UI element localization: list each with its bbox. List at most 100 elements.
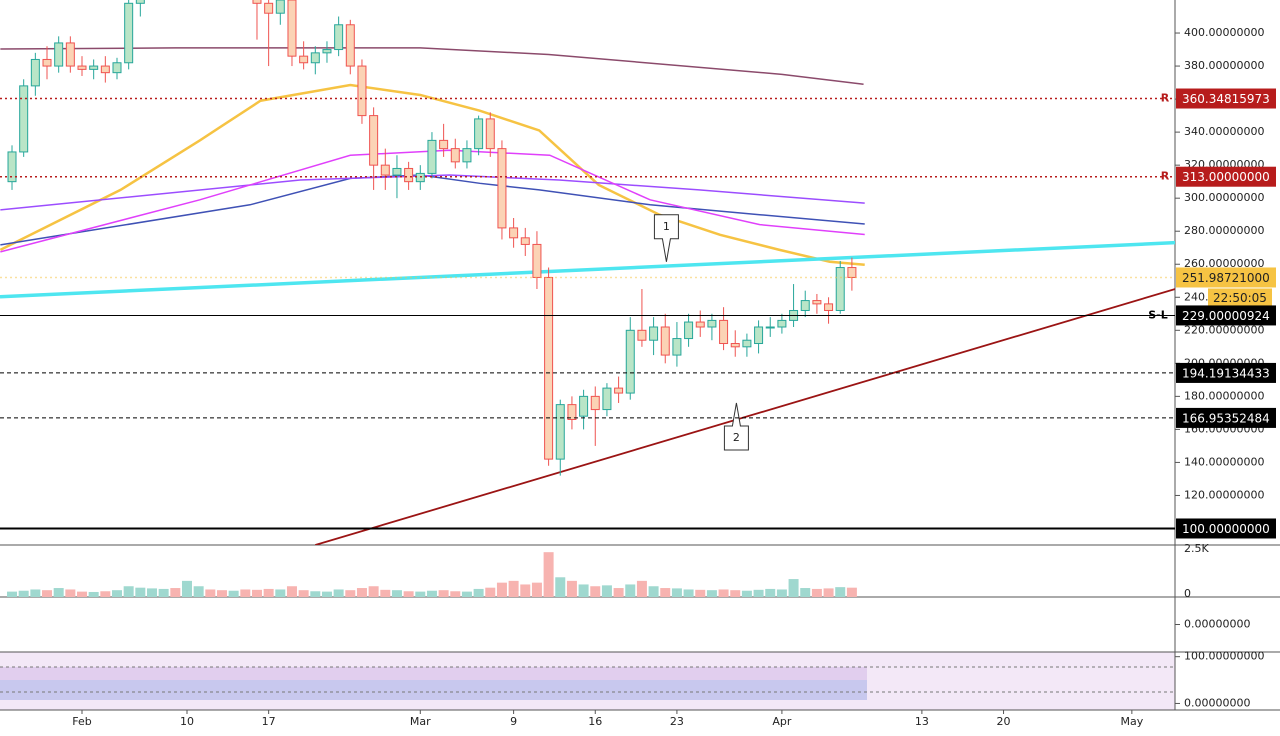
candle-body (544, 276, 554, 460)
moving-average (0, 47, 864, 85)
candle-body (462, 148, 472, 163)
pane-tick-label: 100.00000000 (1184, 650, 1264, 663)
stoch-fill (0, 680, 867, 700)
x-tick-label: 20 (997, 715, 1011, 728)
price-label-box (1176, 407, 1276, 428)
volume-bar (415, 591, 426, 597)
candle-body (812, 300, 822, 305)
volume-bar (380, 589, 391, 597)
candle-body (30, 58, 40, 87)
x-tick-label: 16 (588, 715, 602, 728)
candle-body (89, 65, 99, 70)
volume-bar (566, 580, 577, 597)
candle-body (275, 0, 285, 14)
candle-body (322, 49, 332, 54)
volume-bar (485, 587, 496, 597)
candle-body (707, 319, 717, 328)
trendline (0, 240, 1175, 299)
volume-bar (77, 591, 88, 597)
volume-bar (590, 586, 601, 597)
candle-body (649, 326, 659, 341)
price-label-box (1176, 267, 1276, 288)
candle-body (299, 55, 309, 64)
candle-body (404, 167, 414, 183)
candle-body (824, 303, 834, 311)
volume-bar (146, 588, 157, 597)
price-label: 100.00000000 (1182, 522, 1270, 536)
volume-bar (461, 591, 472, 597)
candle-body (415, 172, 425, 183)
x-tick-label: May (1120, 715, 1143, 728)
volume-bar (275, 589, 286, 597)
candle-body (847, 267, 857, 278)
volume-bar (601, 585, 612, 597)
candle-body (380, 164, 390, 176)
volume-bar (42, 590, 53, 597)
volume-bar (823, 588, 834, 597)
volume-bar (135, 587, 146, 597)
countdown-box (1208, 288, 1272, 307)
volume-bar (298, 590, 309, 597)
y-tick-label: 400.00000000 (1184, 26, 1264, 39)
candle-body (684, 321, 694, 340)
volume-bar (205, 589, 216, 597)
volume-bar (636, 580, 647, 597)
callout (723, 402, 749, 451)
volume-bar (403, 591, 414, 597)
candle-body (625, 329, 635, 394)
y-tick-label: 340.00000000 (1184, 125, 1264, 138)
volume-bar (450, 591, 461, 597)
volume-bar (706, 590, 717, 597)
y-tick-label: 380.00000000 (1184, 59, 1264, 72)
volume-bar (240, 589, 251, 597)
candle-body (520, 237, 530, 245)
moving-average (0, 174, 865, 246)
volume-bar (508, 580, 519, 597)
volume-bar (263, 588, 274, 597)
volume-bar (251, 589, 262, 597)
y-tick-label: 300.00000000 (1184, 191, 1264, 204)
volume-bar (100, 591, 111, 597)
candle-body (579, 395, 589, 417)
volume-bar (438, 590, 449, 597)
candle-body (112, 62, 122, 74)
candle-body (77, 65, 87, 70)
candle-body (777, 319, 787, 328)
volume-tick-label: 2.5K (1184, 542, 1209, 555)
volume-bar (65, 589, 76, 597)
candle-body (310, 52, 320, 64)
volume-bar (555, 577, 566, 597)
candle-body (42, 58, 52, 67)
volume-bar (356, 588, 367, 597)
candle-body (450, 148, 460, 163)
price-label: 229.00000924 (1182, 309, 1270, 323)
y-tick-label: 220.00000000 (1184, 323, 1264, 336)
candle-body (124, 2, 134, 64)
candle-body (695, 321, 705, 328)
price-label: 360.34815973 (1182, 92, 1270, 106)
volume-bar (321, 591, 332, 597)
volume-bar (730, 590, 741, 597)
callout (653, 214, 679, 262)
candle-body (287, 0, 297, 57)
volume-bar (531, 582, 542, 597)
volume-bar (625, 584, 636, 597)
x-tick-label: 9 (510, 715, 517, 728)
volume-bar (765, 588, 776, 597)
moving-average (0, 174, 865, 211)
volume-bar (671, 588, 682, 597)
candle-body (357, 65, 367, 117)
volume-bar (473, 588, 484, 597)
pane-tick-label: 0.00000000 (1184, 618, 1250, 631)
callout-label: 2 (733, 431, 740, 444)
candle-body (54, 42, 64, 67)
volume-bar (7, 591, 18, 597)
candle-body (509, 227, 519, 239)
volume-bar (800, 588, 811, 597)
candle-body (439, 139, 449, 150)
candle-body (730, 343, 740, 348)
candle-body (7, 151, 17, 183)
candle-body (252, 0, 262, 4)
candle-body (672, 338, 682, 356)
x-tick-label: 17 (262, 715, 276, 728)
